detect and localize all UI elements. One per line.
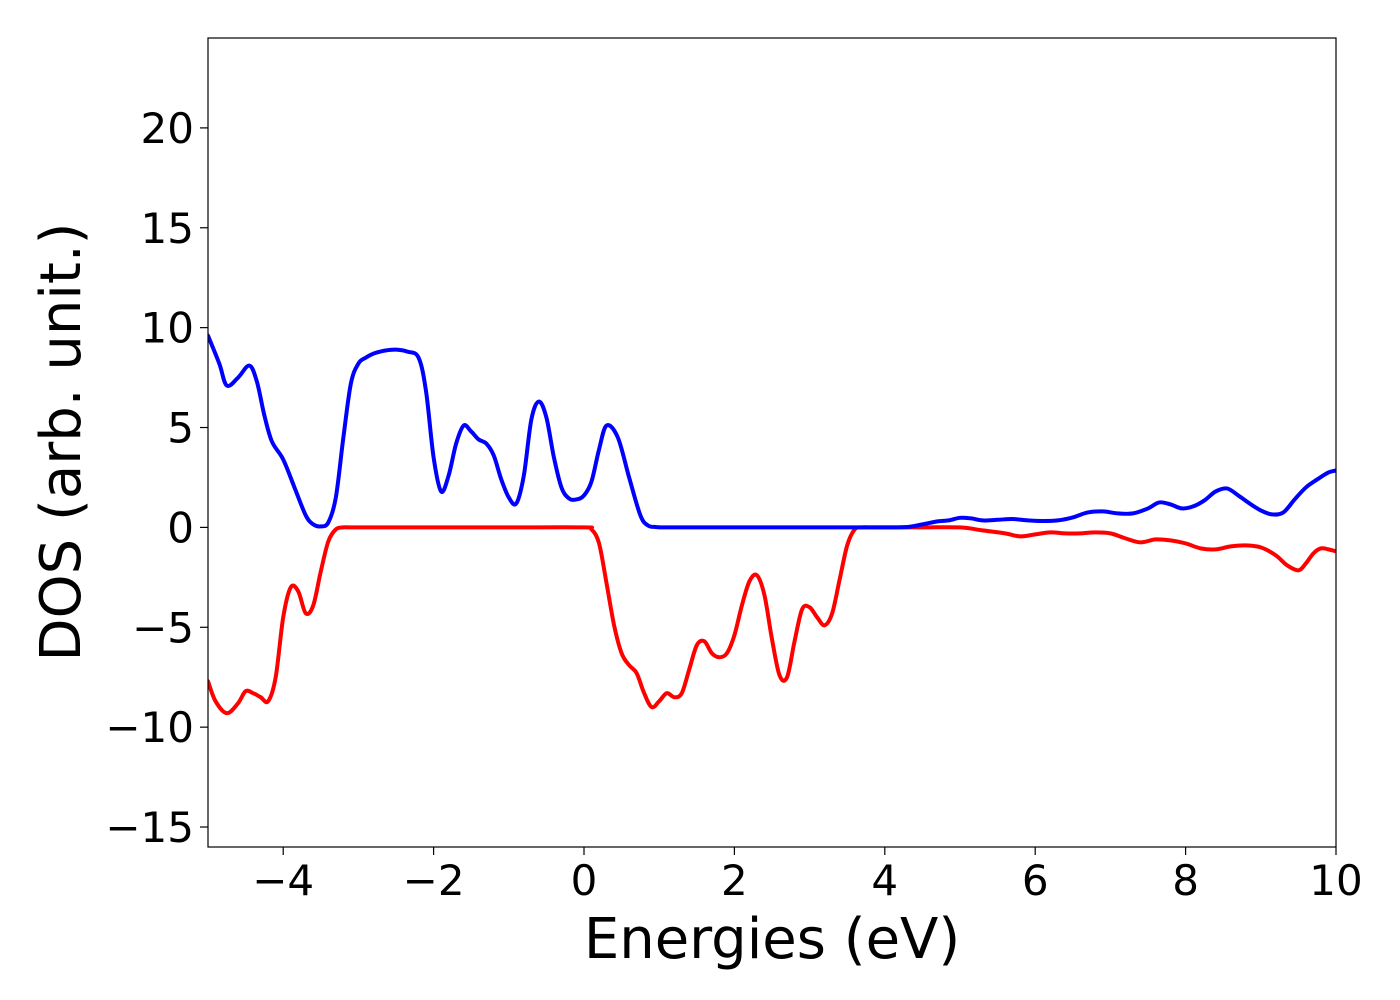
x-tick-label: 10 [1309,856,1362,905]
x-tick-label: 2 [721,856,748,905]
y-tick-label: −15 [105,803,194,852]
dos-series-line-1 [208,525,1336,716]
x-tick-label: −4 [252,856,314,905]
plot-area [208,333,1336,716]
y-tick-label: 0 [167,503,194,552]
plot-frame [207,37,1337,848]
x-tick-label: 8 [1172,856,1199,905]
x-tick-label: −2 [403,856,465,905]
dos-series-line-0 [208,333,1336,530]
x-tick-label: 4 [871,856,898,905]
x-axis-label: Energies (eV) [584,907,960,972]
y-tick-label: −5 [132,603,194,652]
axes: −4 −2 0 2 4 6 8 10 −15 −10 −5 0 5 10 15 20 [105,37,1363,905]
x-tick-label: 6 [1022,856,1049,905]
y-tick-label: 15 [141,204,194,253]
x-tick-label: 0 [571,856,598,905]
y-tick-label: 20 [141,104,194,153]
y-tick-label: −10 [105,703,194,752]
y-axis-label: DOS (arb. unit.) [29,222,94,661]
y-tick-label: 5 [167,404,194,453]
y-tick-label: 10 [141,304,194,353]
